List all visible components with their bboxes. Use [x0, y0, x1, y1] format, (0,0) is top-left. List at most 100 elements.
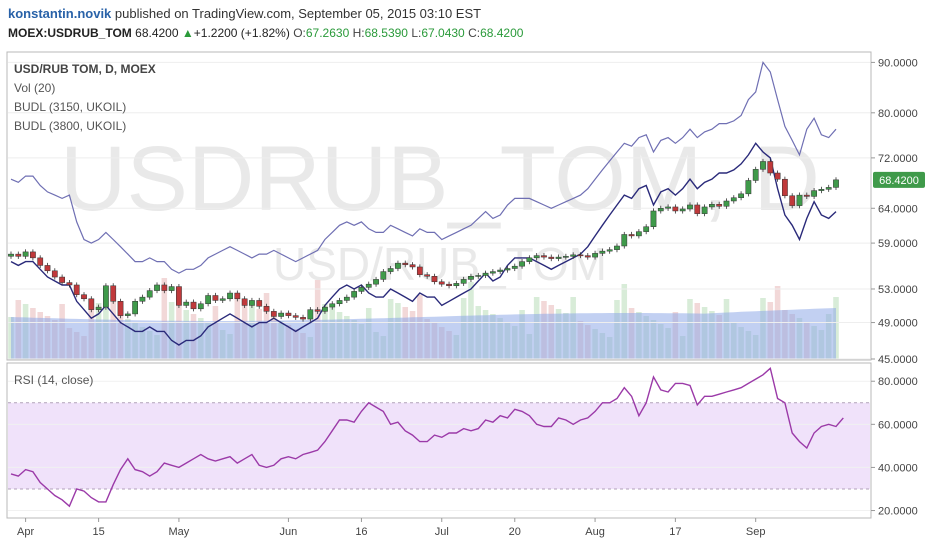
- candle-body: [533, 255, 540, 259]
- candle-body: [833, 179, 839, 188]
- price-axis-label: 90.0000: [878, 57, 918, 69]
- time-axis-label: Aug: [585, 526, 605, 538]
- candle-body: [745, 180, 752, 195]
- watermark-large: USDRUB_TOM, D: [60, 128, 820, 230]
- price-axis-label: 45.0000: [878, 354, 918, 366]
- rsi-line: [10, 367, 844, 508]
- candle-body: [117, 301, 124, 316]
- rsi-axis-label: 40.0000: [878, 462, 918, 474]
- candle-body: [672, 206, 679, 212]
- candle-body: [555, 256, 562, 259]
- time-axis-label: 15: [92, 526, 104, 538]
- publish-text: published on TradingView.com, September …: [114, 6, 482, 21]
- change-value: +1.2200 (+1.82%): [193, 26, 290, 40]
- candle-body: [205, 295, 212, 305]
- candle-body: [365, 283, 372, 288]
- candle-body: [519, 261, 525, 267]
- volume-bar: [314, 280, 321, 359]
- legend-volume[interactable]: Vol (20): [14, 81, 55, 95]
- candle-body: [738, 193, 744, 198]
- author-link[interactable]: konstantin.novik: [8, 6, 112, 21]
- legend-budl-3800[interactable]: BUDL (3800, UKOIL): [14, 119, 126, 133]
- last-price: 68.4200: [135, 26, 179, 40]
- candle-body: [825, 187, 832, 190]
- candle-body: [774, 172, 781, 180]
- candle-body: [577, 254, 584, 257]
- candle-body: [263, 306, 270, 312]
- candle-body: [818, 189, 825, 191]
- candle-body: [227, 292, 233, 300]
- time-axis-label: Apr: [17, 526, 34, 538]
- candle-body: [606, 249, 613, 252]
- candle-body: [37, 257, 44, 266]
- rsi-band: [8, 402, 870, 489]
- candle-body: [424, 274, 431, 277]
- candle-body: [650, 210, 657, 227]
- candle-body: [168, 286, 175, 291]
- candle-body: [59, 276, 65, 283]
- change-arrow-icon: ▲: [181, 26, 194, 40]
- candle-body: [343, 296, 350, 301]
- candle-body: [541, 255, 547, 258]
- legend-main[interactable]: USD/RUB TOM, D, MOEX: [14, 62, 156, 76]
- candle-body: [687, 204, 693, 210]
- candle-body: [402, 262, 409, 265]
- candle-body: [453, 283, 460, 287]
- candle-body: [336, 300, 343, 305]
- candle-body: [511, 265, 518, 269]
- candle-body: [190, 301, 197, 310]
- candle-body: [409, 264, 416, 268]
- time-axis[interactable]: Apr 15 May Jun 16 Jul 20 Aug 17 Sep: [17, 518, 765, 538]
- candle-body: [212, 295, 219, 301]
- candle-body: [256, 300, 263, 307]
- candle-body: [709, 204, 715, 208]
- candle-body: [679, 208, 686, 212]
- rsi-axis-label: 60.0000: [878, 419, 918, 431]
- candle-body: [314, 309, 321, 312]
- candle-body: [497, 269, 504, 272]
- candle-body: [416, 266, 423, 275]
- open-value: 67.2630: [305, 26, 350, 40]
- candle-body: [760, 161, 766, 170]
- candle-body: [592, 253, 598, 258]
- candle-body: [161, 284, 168, 291]
- candle-body: [278, 312, 285, 317]
- candle-body: [665, 206, 671, 209]
- close-value: 68.4200: [480, 26, 524, 40]
- price-axis-label: 49.0000: [878, 318, 918, 330]
- candle-body: [351, 291, 358, 298]
- candle-body: [132, 301, 138, 315]
- high-value: 68.5390: [364, 26, 408, 40]
- candle-body: [621, 234, 628, 247]
- legend-budl-3150[interactable]: BUDL (3150, UKOIL): [14, 100, 126, 114]
- candle-body: [51, 270, 58, 278]
- candle-body: [716, 204, 723, 207]
- candles: [8, 158, 839, 322]
- price-axis[interactable]: 90.0000 80.0000 72.0000 64.0000 59.0000 53.00…: [871, 57, 918, 366]
- candle-body: [468, 276, 474, 280]
- candle-body: [15, 253, 22, 257]
- candle-body: [183, 301, 190, 306]
- candle-body: [387, 268, 394, 272]
- candle-body: [66, 282, 73, 286]
- candle-body: [460, 279, 467, 284]
- candle-body: [81, 294, 87, 300]
- candle-body: [431, 276, 438, 283]
- time-axis-label: 20: [509, 526, 521, 538]
- candle-body: [270, 311, 277, 317]
- candle-body: [446, 283, 452, 287]
- volume-ma-area: [11, 308, 836, 359]
- candle-body: [110, 285, 117, 302]
- candle-body: [88, 298, 95, 310]
- candle-body: [803, 194, 810, 197]
- rsi-legend[interactable]: RSI (14, close): [14, 373, 93, 387]
- candle-body: [197, 303, 204, 310]
- candle-body: [789, 195, 796, 206]
- rsi-axis[interactable]: 80.0000 60.0000 40.0000 20.0000: [871, 376, 918, 518]
- candle-body: [701, 206, 708, 214]
- candle-body: [767, 161, 774, 174]
- candle-body: [548, 256, 555, 259]
- candle-body: [322, 306, 328, 312]
- candle-body: [44, 265, 51, 272]
